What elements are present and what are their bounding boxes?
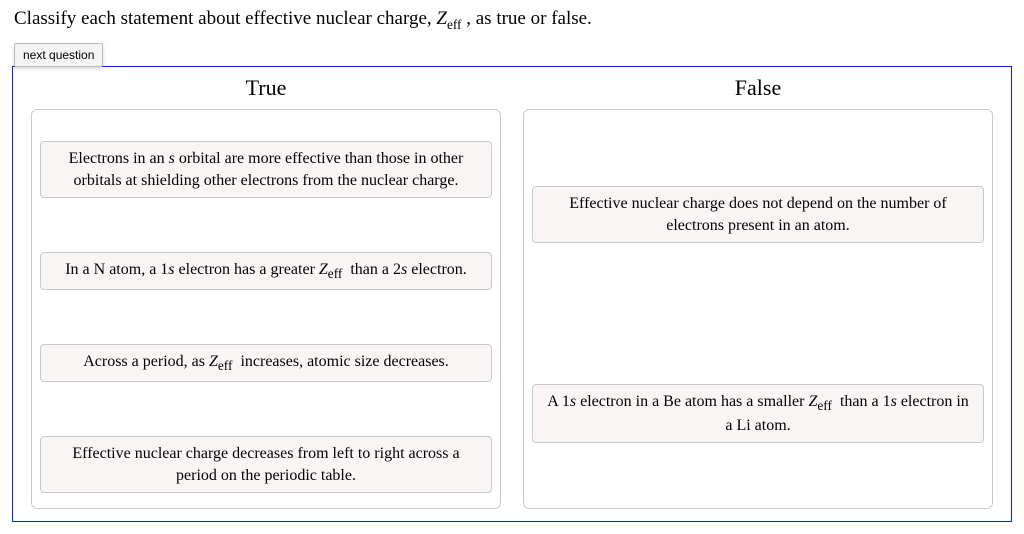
- statement-card[interactable]: Electrons in an s orbital are more effec…: [40, 141, 492, 198]
- statement-card[interactable]: Effective nuclear charge decreases from …: [40, 436, 492, 493]
- statement-card[interactable]: Effective nuclear charge does not depend…: [532, 186, 984, 243]
- prompt-prefix: Classify each statement about effective …: [14, 8, 436, 29]
- prompt-suffix: , as true or false.: [462, 8, 592, 29]
- true-column-title: True: [31, 75, 501, 101]
- statement-card[interactable]: Across a period, as Zeff increases, atom…: [40, 344, 492, 382]
- false-column-title: False: [523, 75, 993, 101]
- true-dropzone[interactable]: Electrons in an s orbital are more effec…: [31, 109, 501, 509]
- statement-card[interactable]: In a N atom, a 1s electron has a greater…: [40, 252, 492, 290]
- statement-card[interactable]: A 1s electron in a Be atom has a smaller…: [532, 384, 984, 444]
- next-question-button[interactable]: next question: [14, 43, 103, 67]
- false-dropzone[interactable]: Effective nuclear charge does not depend…: [523, 109, 993, 509]
- false-column: False Effective nuclear charge does not …: [523, 73, 993, 509]
- zeff-symbol: Zeff: [436, 8, 461, 29]
- classification-panel: True Electrons in an s orbital are more …: [12, 66, 1012, 522]
- true-column: True Electrons in an s orbital are more …: [31, 73, 501, 509]
- question-prompt: Classify each statement about effective …: [14, 8, 1012, 33]
